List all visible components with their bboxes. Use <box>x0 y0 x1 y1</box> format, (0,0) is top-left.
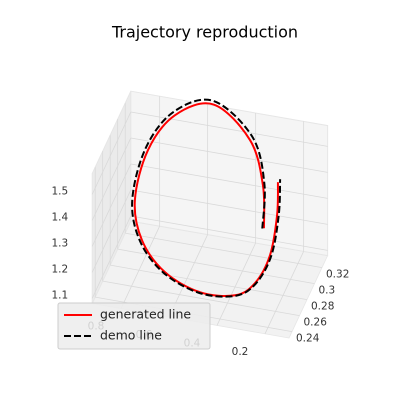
tick-label: 0.26 <box>304 317 328 329</box>
grid-line <box>91 215 132 299</box>
grid-line <box>130 137 328 173</box>
tick-label: 0.3 <box>319 285 336 297</box>
grid-line <box>130 111 328 147</box>
legend-label: generated line <box>100 307 191 322</box>
legend: generated line demo line <box>57 302 211 350</box>
tick-label: 0.2 <box>232 346 249 358</box>
trajectory-line <box>133 102 279 297</box>
tick-label: 1.4 <box>51 211 68 223</box>
tick-label: 0.28 <box>311 301 334 313</box>
tick-label: 1.5 <box>51 185 68 197</box>
grid-line <box>130 215 328 251</box>
grid-line <box>91 137 132 221</box>
tick-label: 0.24 <box>296 333 320 345</box>
grid-line <box>110 264 308 300</box>
lines <box>131 98 282 298</box>
grid-line <box>125 232 323 268</box>
grid-line <box>130 189 328 225</box>
chart-title: Trajectory reproduction <box>111 23 298 42</box>
grid-line <box>120 226 160 309</box>
tick-label: 1.2 <box>51 263 68 275</box>
grid-line <box>216 242 256 326</box>
grid-line <box>91 111 132 195</box>
tick-label: 0.32 <box>326 269 349 281</box>
grid-line <box>91 163 132 247</box>
grid <box>91 96 328 334</box>
legend-label: demo line <box>100 328 162 343</box>
grid-line <box>91 189 132 273</box>
tick-label: 1.3 <box>51 237 68 249</box>
axes-panes <box>91 90 329 339</box>
grid-line <box>264 251 304 334</box>
trajectory-line <box>131 98 282 298</box>
grid-line <box>130 163 328 199</box>
back-pane <box>130 90 329 257</box>
grid-line <box>102 280 300 316</box>
tick-label: 1.1 <box>51 289 68 301</box>
legend-box <box>57 302 211 350</box>
